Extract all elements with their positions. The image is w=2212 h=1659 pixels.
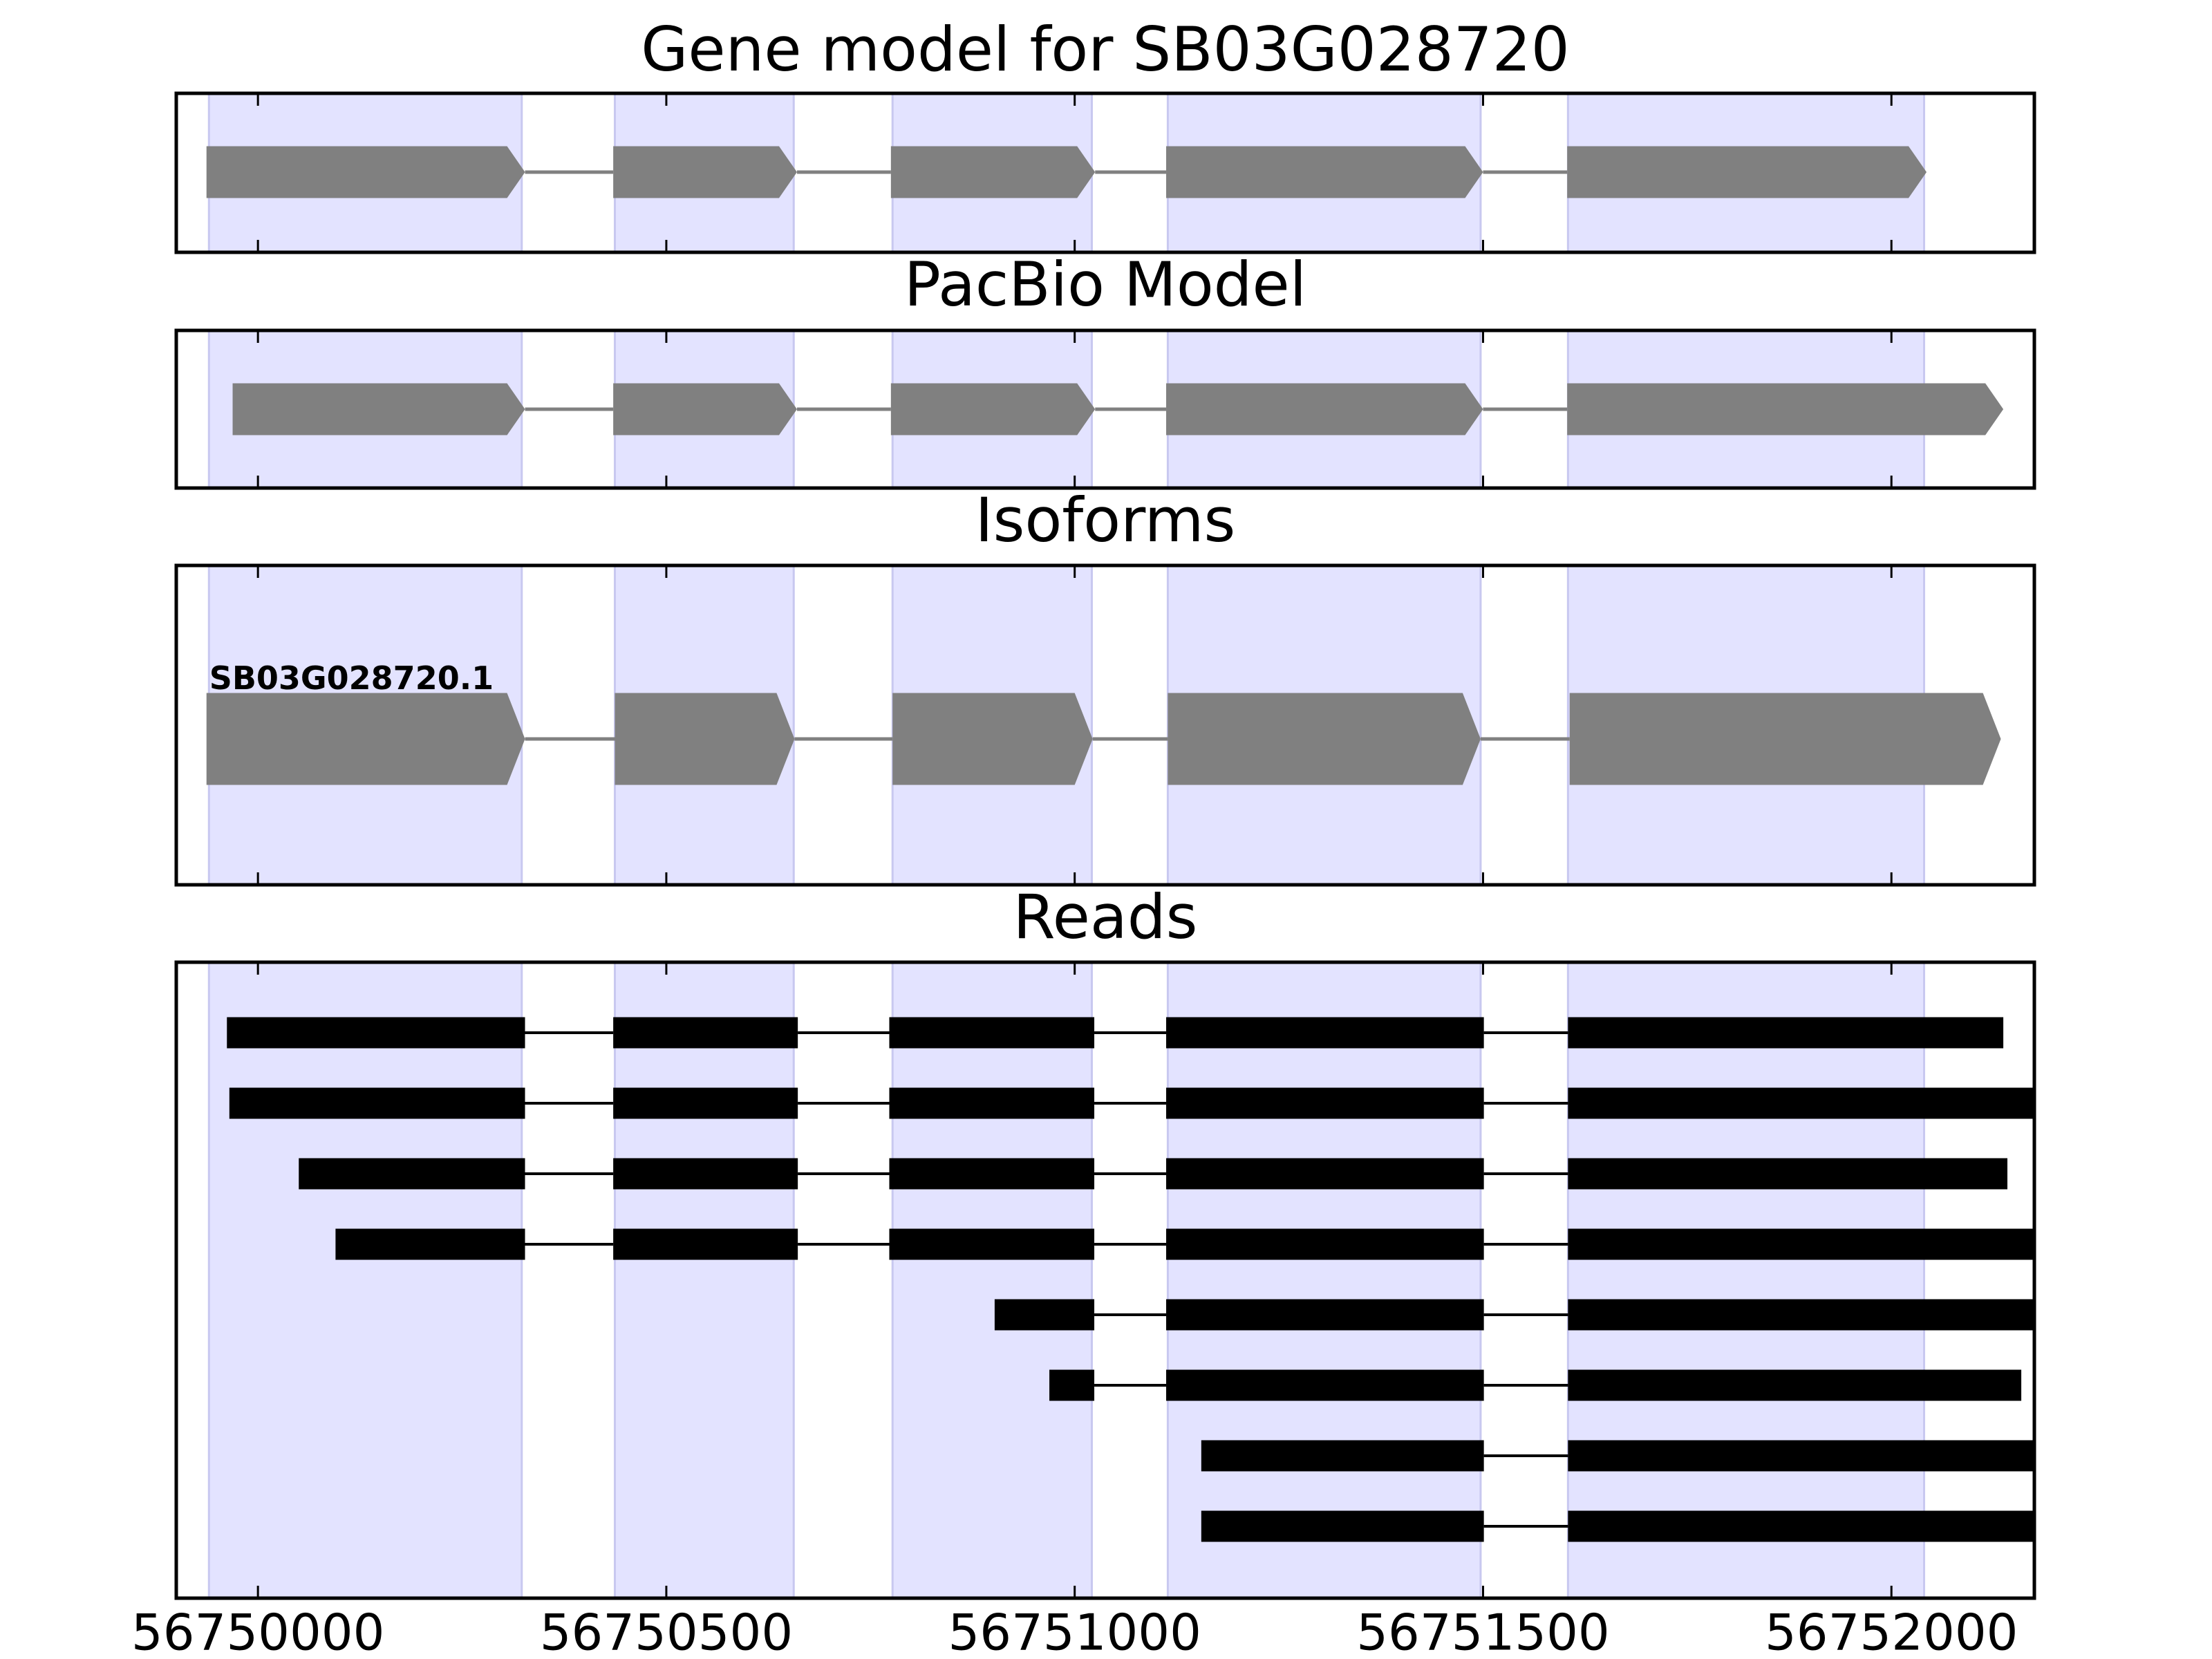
read-block — [1568, 1087, 2034, 1119]
read-block — [889, 1087, 1095, 1119]
exon-arrow — [1567, 383, 2004, 435]
exon-arrow — [1166, 383, 1483, 435]
exon-region — [1566, 962, 1925, 1598]
exon-arrow — [206, 693, 525, 785]
exon-arrow — [890, 146, 1096, 198]
x-tick-label: 56752000 — [1765, 1604, 2018, 1659]
exon-arrow — [613, 146, 797, 198]
panel — [206, 93, 1927, 252]
read-block — [994, 1299, 1095, 1331]
exon-arrow — [890, 383, 1096, 435]
panel-frame — [174, 91, 2036, 254]
read-block — [1568, 1440, 2034, 1472]
read-block — [1568, 1158, 2008, 1190]
panel-frame — [174, 960, 2036, 1600]
read-block — [1166, 1228, 1484, 1260]
read-block — [1166, 1158, 1484, 1190]
read-block — [1166, 1087, 1484, 1119]
read-block — [613, 1017, 798, 1049]
read-block — [889, 1158, 1095, 1190]
panel-title: PacBio Model — [904, 249, 1306, 320]
read-block — [613, 1228, 798, 1260]
exon-arrow — [232, 383, 525, 435]
exon-arrow — [206, 146, 525, 198]
read-block — [889, 1228, 1095, 1260]
exon-arrow — [615, 693, 795, 785]
panel-frame — [174, 563, 2036, 887]
read-block — [1166, 1299, 1484, 1331]
exon-region — [1166, 962, 1482, 1598]
read-block — [1568, 1369, 2022, 1401]
x-tick-label: 56750000 — [131, 1604, 384, 1659]
read-block — [227, 1017, 525, 1049]
exon-region — [207, 962, 523, 1598]
read-block — [1166, 1369, 1484, 1401]
read-block — [1201, 1440, 1484, 1472]
x-tick-label: 56750500 — [540, 1604, 793, 1659]
read-block — [299, 1158, 525, 1190]
exon-arrow — [613, 383, 797, 435]
exon-arrow — [1569, 693, 2001, 785]
read-block — [229, 1087, 525, 1119]
read-block — [1568, 1017, 2004, 1049]
read-block — [1568, 1510, 2034, 1542]
panel-title: Gene model for SB03G028720 — [641, 14, 1570, 85]
panel — [207, 962, 2034, 1598]
panel — [206, 565, 2001, 885]
read-block — [1568, 1299, 2034, 1331]
exon-arrow — [1168, 693, 1481, 785]
x-tick-label: 56751000 — [948, 1604, 1201, 1659]
panel-title: Isoforms — [975, 485, 1236, 556]
read-block — [1201, 1510, 1484, 1542]
exon-arrow — [1166, 146, 1483, 198]
exon-region — [613, 962, 795, 1598]
read-block — [1568, 1228, 2034, 1260]
read-block — [1049, 1369, 1095, 1401]
read-block — [335, 1228, 525, 1260]
panel — [207, 330, 2004, 488]
panel-frame — [174, 328, 2036, 490]
x-tick-label: 56751500 — [1356, 1604, 1609, 1659]
exon-arrow — [1567, 146, 1927, 198]
exon-region — [891, 962, 1094, 1598]
read-block — [613, 1087, 798, 1119]
read-block — [889, 1017, 1095, 1049]
read-block — [1166, 1017, 1484, 1049]
exon-arrow — [892, 693, 1093, 785]
panel-title: Reads — [1013, 881, 1198, 953]
isoform-label: SB03G028720.1 — [209, 659, 494, 697]
read-block — [613, 1158, 798, 1190]
